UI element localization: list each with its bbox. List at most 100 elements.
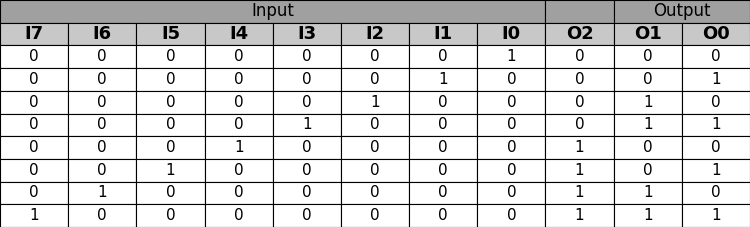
Text: 0: 0 (506, 163, 516, 178)
Text: I1: I1 (433, 25, 453, 43)
Text: 0: 0 (506, 140, 516, 155)
Bar (682, 182, 750, 204)
Bar (0, 159, 68, 182)
Text: 0: 0 (643, 163, 652, 178)
Bar (205, 182, 273, 204)
Bar (545, 204, 614, 227)
Bar (682, 114, 750, 136)
Bar (273, 136, 341, 159)
Text: 1: 1 (643, 95, 652, 110)
Bar (545, 182, 614, 204)
Bar (682, 204, 750, 227)
Bar (477, 45, 545, 68)
Text: 0: 0 (370, 117, 380, 132)
Bar (545, 136, 614, 159)
Bar (0, 114, 68, 136)
Bar (341, 45, 409, 68)
Text: I0: I0 (502, 25, 521, 43)
Bar (409, 68, 477, 91)
Text: I4: I4 (229, 25, 248, 43)
Bar (0, 136, 68, 159)
Text: I2: I2 (365, 25, 385, 43)
Text: 1: 1 (574, 208, 584, 223)
Text: 1: 1 (643, 117, 652, 132)
Bar (0, 0, 545, 23)
Bar (273, 23, 341, 45)
Bar (136, 114, 205, 136)
Text: 0: 0 (711, 95, 721, 110)
Text: 0: 0 (370, 72, 380, 87)
Bar (341, 136, 409, 159)
Bar (477, 136, 545, 159)
Bar (341, 182, 409, 204)
Text: 0: 0 (302, 72, 312, 87)
Text: 0: 0 (234, 208, 244, 223)
Bar (68, 23, 136, 45)
Bar (409, 91, 477, 114)
Bar (341, 114, 409, 136)
Text: 0: 0 (166, 117, 176, 132)
Text: I5: I5 (161, 25, 180, 43)
Text: 0: 0 (234, 72, 244, 87)
Bar (477, 23, 545, 45)
Text: 0: 0 (302, 95, 312, 110)
Bar (409, 136, 477, 159)
Bar (0, 68, 68, 91)
Text: 0: 0 (98, 208, 107, 223)
Text: 0: 0 (506, 117, 516, 132)
Text: 0: 0 (574, 95, 584, 110)
Text: 0: 0 (438, 95, 448, 110)
Text: 0: 0 (370, 185, 380, 200)
Bar (0, 23, 68, 45)
Bar (409, 159, 477, 182)
Text: 1: 1 (711, 163, 721, 178)
Text: O2: O2 (566, 25, 593, 43)
Text: 1: 1 (234, 140, 244, 155)
Text: 1: 1 (574, 163, 584, 178)
Bar (136, 23, 205, 45)
Text: O0: O0 (702, 25, 730, 43)
Bar (682, 68, 750, 91)
Text: 0: 0 (98, 49, 107, 64)
Text: 1: 1 (643, 208, 652, 223)
Text: 0: 0 (302, 163, 312, 178)
Bar (136, 182, 205, 204)
Bar (545, 45, 614, 68)
Bar (545, 68, 614, 91)
Text: 0: 0 (98, 117, 107, 132)
Text: 0: 0 (438, 49, 448, 64)
Text: 1: 1 (98, 185, 107, 200)
Text: 0: 0 (711, 185, 721, 200)
Text: 0: 0 (166, 208, 176, 223)
Bar (68, 204, 136, 227)
Bar (136, 136, 205, 159)
Text: 0: 0 (302, 208, 312, 223)
Text: 0: 0 (234, 117, 244, 132)
Text: 0: 0 (29, 117, 39, 132)
Bar (341, 68, 409, 91)
Text: 1: 1 (574, 185, 584, 200)
Text: 1: 1 (438, 72, 448, 87)
Bar (614, 45, 682, 68)
Text: 0: 0 (438, 163, 448, 178)
Bar (205, 23, 273, 45)
Text: 1: 1 (302, 117, 312, 132)
Bar (614, 68, 682, 91)
Bar (273, 91, 341, 114)
Text: 1: 1 (711, 208, 721, 223)
Text: 0: 0 (506, 95, 516, 110)
Bar (614, 23, 682, 45)
Bar (136, 159, 205, 182)
Bar (205, 45, 273, 68)
Bar (68, 159, 136, 182)
Bar (545, 114, 614, 136)
Bar (273, 204, 341, 227)
Bar (68, 91, 136, 114)
Text: 0: 0 (370, 49, 380, 64)
Bar (614, 182, 682, 204)
Bar (409, 45, 477, 68)
Bar (205, 159, 273, 182)
Text: 0: 0 (166, 140, 176, 155)
Text: 0: 0 (574, 117, 584, 132)
Bar (68, 114, 136, 136)
